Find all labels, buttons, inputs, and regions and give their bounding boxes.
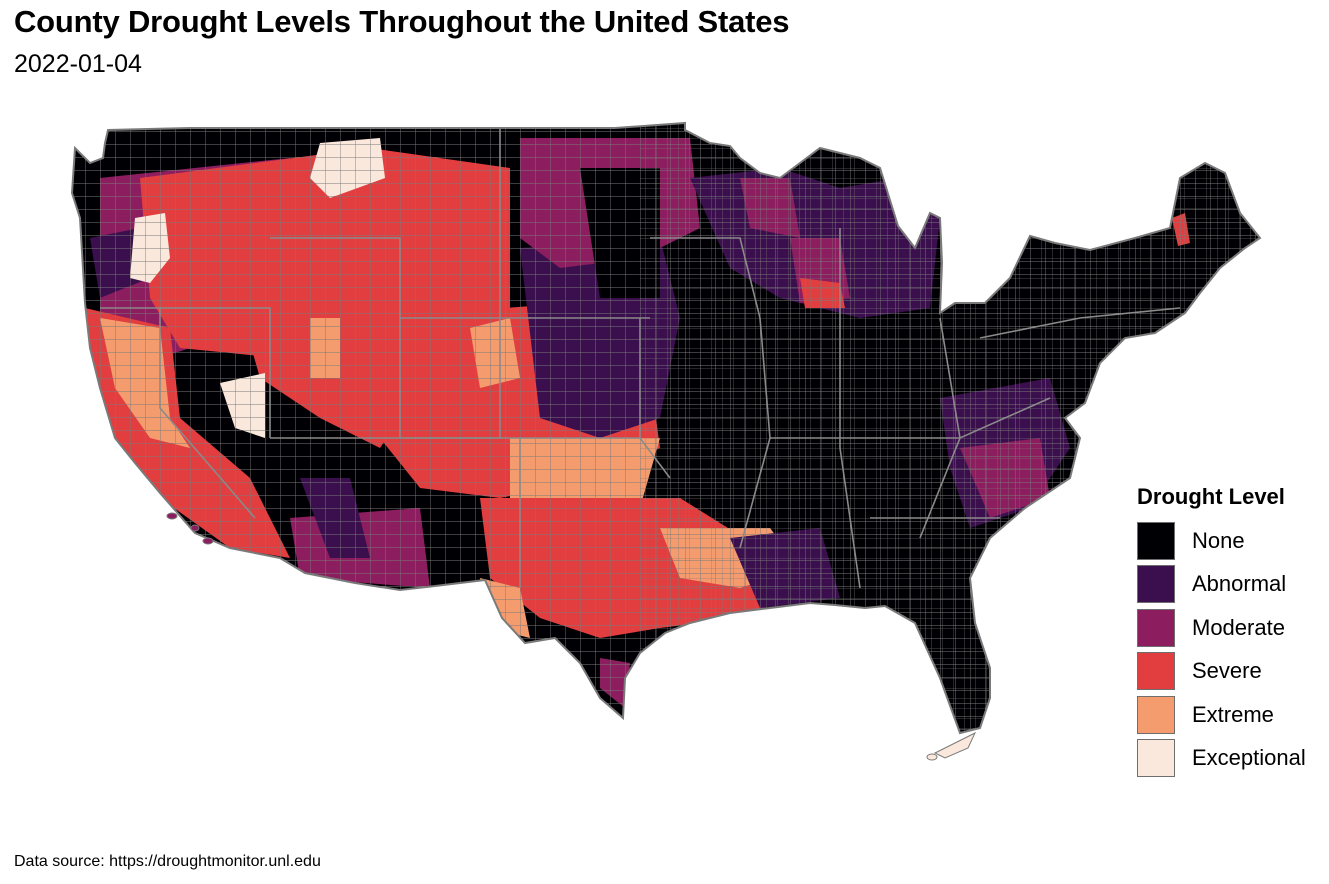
legend-label-extreme: Extreme (1192, 701, 1274, 727)
legend-swatch-abnormal (1137, 565, 1175, 604)
legend-swatch-exceptional (1137, 739, 1175, 778)
legend-item-severe: Severe (1137, 650, 1327, 694)
legend-swatch-none (1137, 521, 1175, 560)
legend-label-exceptional: Exceptional (1192, 745, 1306, 771)
chart-title: County Drought Levels Throughout the Uni… (14, 4, 790, 39)
legend-swatch-moderate (1137, 608, 1175, 647)
legend-label-none: None (1192, 527, 1245, 553)
legend-title: Drought Level (1137, 484, 1285, 509)
caption: Data source: https://droughtmonitor.unl.… (14, 853, 321, 870)
legend: Drought Level None Abnormal Moderate Sev… (1137, 484, 1327, 780)
legend-item-exceptional: Exceptional (1137, 737, 1327, 781)
legend-swatch-severe (1137, 652, 1175, 691)
chart-subtitle: 2022-01-04 (14, 50, 142, 78)
legend-item-moderate: Moderate (1137, 606, 1327, 650)
legend-item-abnormal: Abnormal (1137, 563, 1327, 607)
legend-label-abnormal: Abnormal (1192, 571, 1287, 597)
legend-item-extreme: Extreme (1137, 693, 1327, 737)
drought-map (71, 122, 1261, 761)
legend-label-moderate: Moderate (1192, 614, 1285, 640)
legend-item-none: None (1137, 519, 1327, 563)
legend-label-severe: Severe (1192, 658, 1262, 684)
legend-swatch-extreme (1137, 695, 1175, 734)
